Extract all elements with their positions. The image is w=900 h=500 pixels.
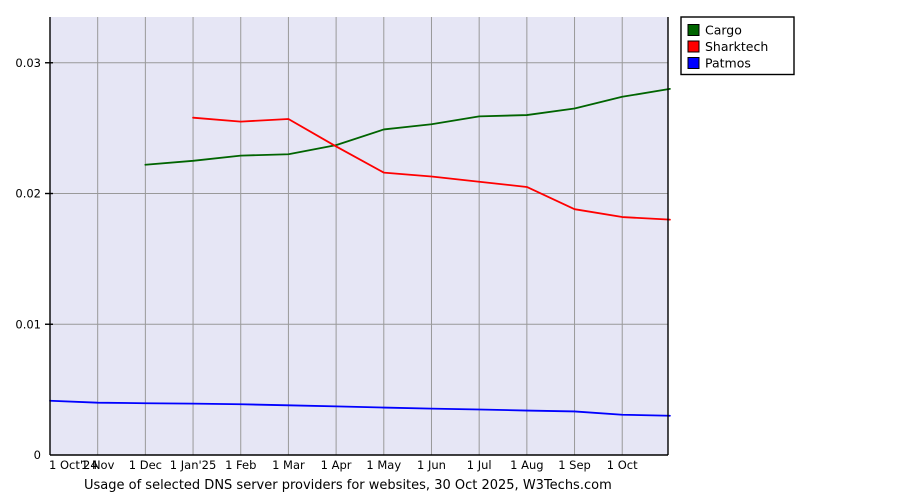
x-axis-tick-label: 1 Jun [417,458,446,472]
chart-caption: Usage of selected DNS server providers f… [84,478,612,493]
plot-area-background [50,17,668,455]
x-axis-tick-label: 1 Jan'25 [170,458,217,472]
legend-box [680,16,795,76]
series-line-cargo [144,88,671,166]
series-line-sharktech [192,116,671,221]
legend-swatch-cargo [687,24,700,36]
y-axis-tick-label: 0.03 [15,56,41,70]
gridlines [50,17,668,455]
x-axis-tick-label: 1 Oct'24 [49,458,98,472]
y-axis-tick-label: 0.01 [15,317,41,331]
x-axis-tick-label: 1 Jul [467,458,492,472]
x-axis-tick-label: 1 Oct [607,458,638,472]
x-axis-tick-label: 1 Mar [272,458,305,472]
series-line-patmos [49,399,671,417]
x-axis-tick-label: 1 Feb [225,458,256,472]
x-axis-tick-label: 1 May [366,458,401,472]
x-axis: 1 Oct'241 Nov 1 Dec 1 Jan'25 1 Feb 1 Mar 1 Ap… [49,458,638,472]
y-axis-tick-label: 0.02 [15,187,41,201]
legend-label-sharktech: Sharktech [705,39,768,54]
legend-label-patmos: Patmos [705,56,751,71]
x-axis-tick-label: 1 Nov [81,458,115,472]
y-axis-tick-label: 0 [34,448,41,462]
x-axis-tick-label: 1 Sep [558,458,591,472]
x-axis-tick-label: 1 Aug [510,458,543,472]
data-series-layer [49,88,671,417]
x-axis-tick-label: 1 Dec [129,458,162,472]
legend-swatch-sharktech [687,40,700,53]
legend-swatch-patmos [687,57,700,69]
x-axis-tick-label: 1 Apr [321,458,352,472]
legend-label-cargo: Cargo [705,23,742,38]
y-axis: 0 0.01 0.02 0.03 [15,56,53,462]
